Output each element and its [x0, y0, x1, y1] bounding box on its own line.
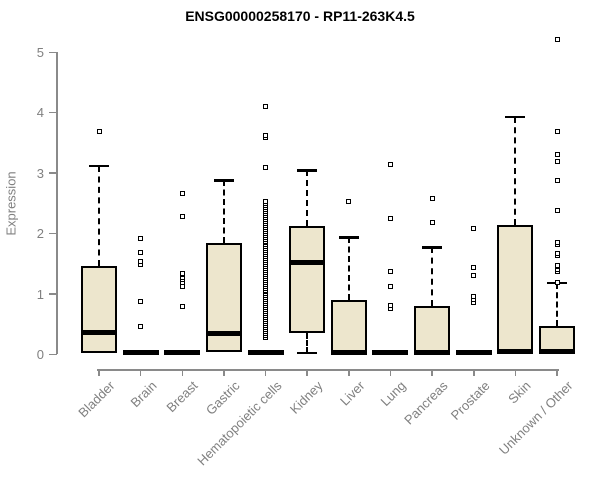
outlier-point: [263, 132, 269, 138]
box-pancreas: [414, 306, 451, 354]
outlier-point: [179, 213, 185, 219]
outlier-point: [179, 270, 185, 276]
outlier-point: [429, 219, 435, 225]
y-axis-title: Expression: [3, 171, 19, 236]
upper-whisker-cap: [505, 115, 526, 119]
outlier-point: [471, 272, 477, 278]
box-skin: [497, 225, 534, 354]
outlier-point: [179, 191, 185, 197]
outlier-point: [554, 129, 560, 135]
median-line: [164, 350, 201, 356]
lower-whisker-cap: [297, 351, 318, 355]
y-tick-label: 2: [36, 226, 44, 242]
median-line: [372, 350, 409, 356]
upper-whisker: [347, 237, 350, 300]
upper-whisker: [556, 282, 559, 327]
outlier-point: [387, 216, 393, 222]
outlier-point: [554, 177, 560, 183]
y-tick-label: 3: [36, 165, 44, 181]
x-axis-tick: [348, 369, 350, 376]
median-line: [81, 330, 117, 336]
x-axis-tick: [223, 369, 225, 376]
outlier-point: [554, 251, 560, 257]
median-line: [539, 349, 576, 355]
box-kidney: [289, 225, 326, 334]
median-line: [455, 350, 492, 356]
outlier-point: [346, 198, 352, 204]
y-axis-tick: [49, 232, 57, 235]
outlier-point: [179, 284, 185, 290]
upper-whisker-cap: [338, 236, 359, 239]
y-tick-label: 1: [36, 286, 44, 302]
y-axis-tick: [49, 51, 57, 53]
box-liver: [330, 299, 367, 354]
upper-whisker-cap: [89, 164, 109, 168]
outlier-point: [554, 262, 560, 268]
x-axis-tick: [306, 369, 308, 376]
upper-whisker-cap: [213, 179, 234, 182]
y-tick-label: 4: [36, 105, 44, 121]
outlier-point: [554, 37, 560, 43]
x-axis-tick: [514, 369, 517, 376]
outlier-point: [263, 103, 269, 109]
y-axis-tick: [49, 293, 57, 295]
upper-whisker-cap: [422, 246, 443, 249]
upper-whisker: [98, 165, 100, 267]
upper-whisker: [514, 116, 517, 226]
outlier-point: [138, 250, 144, 256]
upper-whisker: [222, 180, 225, 244]
y-axis-line: [56, 52, 58, 354]
box-bladder: [81, 266, 117, 353]
upper-whisker: [306, 170, 309, 226]
chart-title: ENSG00000258170 - RP11-263K4.5: [185, 8, 415, 24]
outlier-point: [554, 207, 560, 213]
x-axis-tick: [431, 369, 433, 376]
x-axis-tick: [181, 369, 184, 376]
median-line: [497, 349, 534, 355]
y-axis-tick: [49, 111, 57, 114]
x-axis-tick: [556, 369, 558, 376]
median-line: [122, 350, 159, 356]
x-axis-tick: [264, 369, 267, 376]
median-line: [289, 259, 326, 265]
outlier-point: [554, 239, 560, 245]
outlier-point: [179, 304, 185, 310]
outlier-point: [138, 259, 144, 265]
outlier-point: [554, 151, 560, 157]
outlier-point: [387, 303, 393, 309]
outlier-point: [471, 265, 477, 271]
x-axis-tick: [139, 369, 142, 376]
lower-whisker: [306, 333, 309, 353]
median-line: [247, 350, 284, 356]
outlier-point: [138, 298, 144, 304]
outlier-point: [387, 268, 393, 274]
outlier-point: [387, 162, 393, 168]
outlier-point: [429, 196, 435, 202]
outlier-point: [138, 236, 144, 242]
x-axis-tick: [473, 369, 475, 376]
outlier-point: [263, 165, 269, 171]
median-line: [330, 349, 367, 355]
median-line: [414, 349, 451, 355]
outlier-point: [263, 199, 269, 205]
box-unknown-other: [539, 326, 576, 354]
y-tick-label: 0: [36, 347, 44, 362]
y-tick-label: 5: [36, 45, 44, 60]
y-axis-tick: [49, 353, 57, 355]
outlier-point: [387, 283, 393, 289]
outlier-point: [471, 294, 477, 300]
x-axis-tick: [98, 369, 100, 376]
outlier-point: [554, 159, 560, 165]
y-axis-tick: [49, 172, 57, 174]
x-axis-tick: [389, 369, 392, 376]
outlier-point: [554, 280, 560, 286]
median-line: [205, 330, 242, 336]
upper-whisker-cap: [297, 169, 318, 172]
outlier-point: [138, 324, 144, 330]
upper-whisker: [431, 247, 434, 307]
outlier-point: [96, 129, 102, 135]
x-axis-line: [97, 369, 559, 371]
outlier-point: [471, 225, 477, 231]
